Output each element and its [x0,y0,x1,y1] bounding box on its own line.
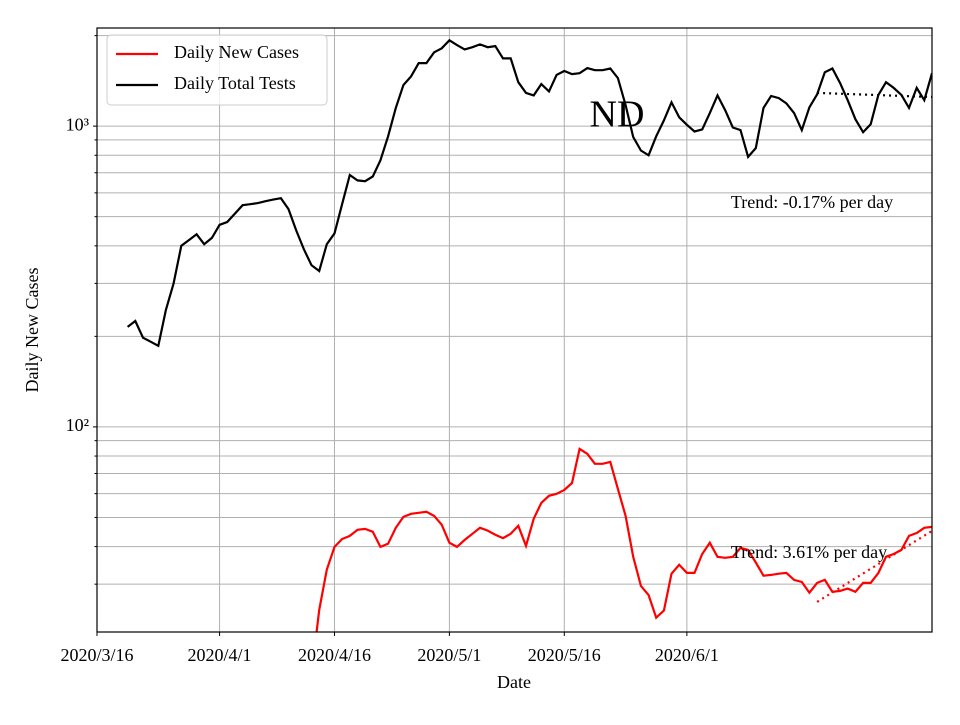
x-tick-label: 2020/4/16 [298,645,371,665]
data-line [315,447,932,632]
x-tick-label: 2020/5/16 [528,645,601,665]
data-line [126,38,932,348]
x-tick-label: 2020/6/1 [655,645,719,665]
axes-frame [96,27,933,633]
annotation: Trend: 3.61% per day [731,542,887,562]
legend-label: Daily New Cases [174,42,299,62]
y-tick-label: 10³ [66,114,90,134]
plot-area [126,38,932,632]
grid [93,28,932,636]
x-tick-label: 2020/5/1 [417,645,481,665]
y-axis-label: Daily New Cases [22,268,42,393]
trend-line [816,529,932,603]
legend-box [106,34,328,106]
x-tick-label: 2020/3/16 [60,645,133,665]
chart-title: ND [590,94,645,136]
legend: Daily New Cases Daily Total Tests [106,34,328,106]
legend-label: Daily Total Tests [174,73,296,93]
x-axis-label: Date [497,672,531,692]
annotation: Trend: -0.17% per day [731,192,893,212]
y-tick-label: 10² [66,415,89,435]
x-tick-label: 2020/4/1 [188,645,252,665]
trend-line [817,91,932,99]
